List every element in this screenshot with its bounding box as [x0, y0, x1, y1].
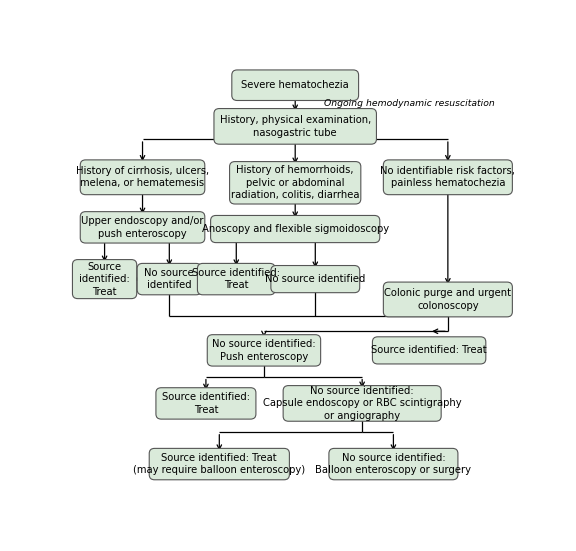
- FancyBboxPatch shape: [214, 109, 377, 144]
- FancyBboxPatch shape: [271, 266, 359, 293]
- Text: No source identified:
Balloon enteroscopy or surgery: No source identified: Balloon enteroscop…: [316, 453, 471, 476]
- Text: Ongoing hemodynamic resuscitation: Ongoing hemodynamic resuscitation: [324, 99, 494, 108]
- FancyBboxPatch shape: [80, 160, 205, 195]
- FancyBboxPatch shape: [230, 161, 361, 204]
- FancyBboxPatch shape: [80, 212, 205, 243]
- Text: Upper endoscopy and/or
push enteroscopy: Upper endoscopy and/or push enteroscopy: [81, 216, 204, 239]
- Text: Source identified:
Treat: Source identified: Treat: [162, 392, 250, 414]
- FancyBboxPatch shape: [211, 215, 380, 242]
- FancyBboxPatch shape: [149, 449, 289, 480]
- Text: History of cirrhosis, ulcers,
melena, or hematemesis: History of cirrhosis, ulcers, melena, or…: [76, 166, 209, 188]
- FancyBboxPatch shape: [283, 386, 441, 421]
- FancyBboxPatch shape: [198, 263, 275, 295]
- Text: Source identified: Treat
(may require balloon enteroscopy): Source identified: Treat (may require ba…: [133, 453, 305, 476]
- FancyBboxPatch shape: [232, 70, 359, 100]
- Text: No source identified: No source identified: [265, 274, 366, 284]
- FancyBboxPatch shape: [207, 334, 321, 366]
- FancyBboxPatch shape: [373, 337, 486, 364]
- FancyBboxPatch shape: [156, 388, 256, 419]
- FancyBboxPatch shape: [137, 263, 202, 295]
- Text: Anoscopy and flexible sigmoidoscopy: Anoscopy and flexible sigmoidoscopy: [202, 224, 389, 234]
- Text: Source
identified:
Treat: Source identified: Treat: [79, 262, 130, 296]
- Text: No identifiable risk factors,
painless hematochezia: No identifiable risk factors, painless h…: [380, 166, 516, 188]
- Text: Source identified: Treat: Source identified: Treat: [372, 345, 487, 355]
- Text: Severe hematochezia: Severe hematochezia: [241, 80, 349, 90]
- Text: Source identified:
Treat: Source identified: Treat: [192, 268, 281, 290]
- FancyBboxPatch shape: [384, 282, 513, 317]
- Text: History of hemorrhoids,
pelvic or abdominal
radiation, colitis, diarrhea: History of hemorrhoids, pelvic or abdomi…: [231, 165, 359, 200]
- FancyBboxPatch shape: [73, 260, 137, 299]
- Text: No source identified:
Capsule endoscopy or RBC scintigraphy
or angiography: No source identified: Capsule endoscopy …: [263, 386, 461, 421]
- FancyBboxPatch shape: [329, 449, 458, 480]
- Text: Colonic purge and urgent
colonoscopy: Colonic purge and urgent colonoscopy: [384, 288, 511, 311]
- Text: History, physical examination,
nasogastric tube: History, physical examination, nasogastr…: [219, 115, 371, 138]
- Text: No source identified:
Push enteroscopy: No source identified: Push enteroscopy: [212, 339, 316, 361]
- FancyBboxPatch shape: [384, 160, 513, 195]
- Text: No source
identifed: No source identifed: [145, 268, 194, 290]
